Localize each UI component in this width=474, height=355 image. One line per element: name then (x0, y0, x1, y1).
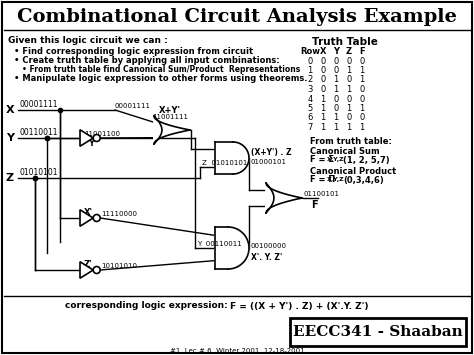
Text: (0,3,4,6): (0,3,4,6) (343, 175, 384, 185)
Text: • Find corresponding logic expression from circuit: • Find corresponding logic expression fr… (14, 47, 253, 56)
Text: X: X (320, 47, 326, 56)
Text: 0: 0 (346, 94, 352, 104)
Text: F = Π: F = Π (310, 175, 335, 185)
Text: Z  01010101: Z 01010101 (202, 160, 247, 166)
Polygon shape (80, 130, 93, 146)
Text: Combinational Circuit Analysis Example: Combinational Circuit Analysis Example (17, 8, 457, 26)
Text: 5: 5 (307, 104, 313, 113)
Text: Z': Z' (84, 260, 92, 269)
Text: 1: 1 (359, 123, 365, 132)
Text: 0: 0 (320, 76, 326, 84)
Text: X: X (6, 105, 14, 115)
Text: 0: 0 (346, 56, 352, 66)
Bar (290, 318, 466, 346)
Circle shape (93, 267, 100, 273)
Text: 1: 1 (333, 114, 338, 122)
Polygon shape (266, 183, 302, 213)
Text: 1: 1 (359, 76, 365, 84)
Text: F = Σ: F = Σ (310, 155, 334, 164)
Text: 0: 0 (359, 85, 365, 94)
Text: 11001111: 11001111 (152, 114, 188, 120)
Text: Z: Z (6, 173, 14, 183)
Text: #1  Lec # 6  Winter 2001  12-18-2001: #1 Lec # 6 Winter 2001 12-18-2001 (170, 348, 304, 354)
Text: 0: 0 (333, 56, 338, 66)
Text: 00100000: 00100000 (251, 243, 287, 249)
Text: 0: 0 (333, 66, 338, 75)
Polygon shape (80, 210, 93, 226)
Polygon shape (154, 116, 190, 144)
Text: 01010101: 01010101 (20, 168, 58, 177)
Polygon shape (80, 262, 93, 278)
Text: 10101010: 10101010 (101, 263, 137, 269)
Text: (1, 2, 5,7): (1, 2, 5,7) (343, 155, 390, 164)
Text: From truth table:: From truth table: (310, 137, 392, 147)
Text: 0: 0 (346, 76, 352, 84)
Text: Canonical Sum: Canonical Sum (310, 147, 380, 155)
Text: 1: 1 (346, 85, 352, 94)
Text: 1: 1 (320, 104, 326, 113)
Text: 0: 0 (320, 56, 326, 66)
Text: 0: 0 (333, 94, 338, 104)
Text: 11110000: 11110000 (101, 211, 137, 217)
Text: Y  00110011: Y 00110011 (197, 241, 242, 247)
Text: 11001100: 11001100 (84, 131, 120, 137)
Text: 7: 7 (307, 123, 313, 132)
Text: X': X' (84, 208, 93, 217)
Text: Truth Table: Truth Table (312, 37, 378, 47)
Text: Y: Y (6, 133, 14, 143)
Text: 1: 1 (320, 114, 326, 122)
Text: • Manipulate logic expression to other forms using theorems.: • Manipulate logic expression to other f… (14, 74, 308, 83)
Text: • From truth table find Canonical Sum/Product  Representations: • From truth table find Canonical Sum/Pr… (22, 65, 300, 74)
Text: 0: 0 (320, 85, 326, 94)
Text: 1: 1 (359, 66, 365, 75)
Text: 0: 0 (359, 94, 365, 104)
Text: X,Y,Z: X,Y,Z (327, 178, 345, 182)
Text: • Create truth table by applying all input combinations:: • Create truth table by applying all inp… (14, 56, 280, 65)
Polygon shape (215, 227, 249, 269)
Text: corresponding logic expression:: corresponding logic expression: (65, 301, 228, 311)
Text: 1: 1 (346, 66, 352, 75)
Text: 1: 1 (320, 94, 326, 104)
Text: F: F (359, 47, 365, 56)
Text: 4: 4 (307, 94, 313, 104)
Text: Z: Z (346, 47, 352, 56)
Text: 1: 1 (359, 104, 365, 113)
Text: X+Y': X+Y' (159, 106, 181, 115)
Text: 1: 1 (346, 123, 352, 132)
Text: 00001111: 00001111 (115, 103, 151, 109)
Text: 0: 0 (320, 66, 326, 75)
Text: X'. Y. Z': X'. Y. Z' (251, 253, 283, 262)
Text: 0: 0 (346, 114, 352, 122)
Text: 1: 1 (346, 104, 352, 113)
Text: X,Y,Z: X,Y,Z (327, 158, 345, 163)
Circle shape (93, 214, 100, 222)
Text: Row: Row (300, 47, 320, 56)
Text: 0: 0 (333, 104, 338, 113)
Text: 0: 0 (307, 56, 313, 66)
Text: 6: 6 (307, 114, 313, 122)
Text: Y': Y' (88, 139, 97, 148)
Text: 00001111: 00001111 (20, 100, 58, 109)
Text: 3: 3 (307, 85, 313, 94)
Text: 2: 2 (307, 76, 313, 84)
Text: 01000101: 01000101 (251, 159, 287, 165)
Text: 1: 1 (333, 85, 338, 94)
Text: (X+Y') . Z: (X+Y') . Z (251, 148, 292, 157)
Text: 0: 0 (359, 114, 365, 122)
Text: 01100101: 01100101 (304, 191, 340, 197)
Text: Y: Y (333, 47, 339, 56)
Text: 00110011: 00110011 (20, 128, 58, 137)
Text: 1: 1 (307, 66, 313, 75)
Text: F = ((X + Y') . Z) + (X'.Y. Z'): F = ((X + Y') . Z) + (X'.Y. Z') (230, 301, 368, 311)
Text: Given this logic circuit we can :: Given this logic circuit we can : (8, 36, 168, 45)
Text: 0: 0 (359, 56, 365, 66)
Text: Canonical Product: Canonical Product (310, 166, 396, 175)
Polygon shape (215, 142, 249, 174)
Text: 1: 1 (320, 123, 326, 132)
Text: F: F (311, 200, 318, 210)
Text: 1: 1 (333, 76, 338, 84)
Text: EECC341 - Shaaban: EECC341 - Shaaban (293, 325, 463, 339)
Circle shape (93, 135, 100, 142)
Text: 1: 1 (333, 123, 338, 132)
